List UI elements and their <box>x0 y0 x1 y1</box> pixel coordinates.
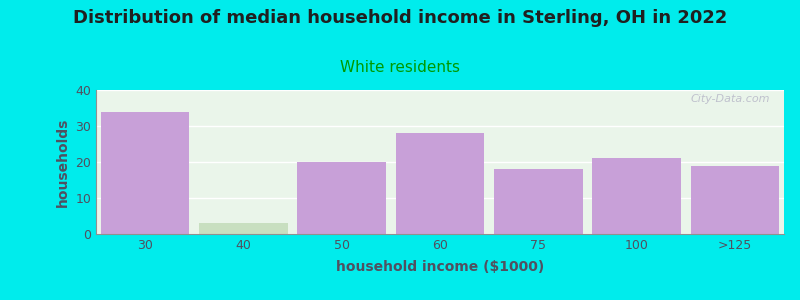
Bar <box>592 158 681 234</box>
Bar <box>494 169 582 234</box>
Bar <box>101 112 190 234</box>
Bar <box>690 166 779 234</box>
Text: White residents: White residents <box>340 60 460 75</box>
Text: Distribution of median household income in Sterling, OH in 2022: Distribution of median household income … <box>73 9 727 27</box>
Text: City-Data.com: City-Data.com <box>690 94 770 104</box>
Bar <box>298 162 386 234</box>
Bar <box>199 223 288 234</box>
Bar <box>396 133 484 234</box>
X-axis label: household income ($1000): household income ($1000) <box>336 260 544 274</box>
Y-axis label: households: households <box>56 117 70 207</box>
